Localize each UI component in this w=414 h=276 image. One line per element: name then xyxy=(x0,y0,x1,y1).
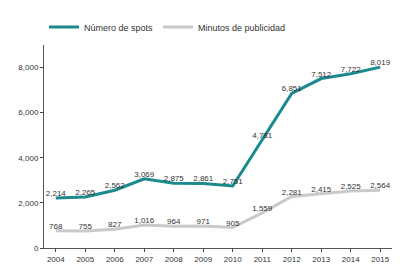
svg-text:2014: 2014 xyxy=(342,255,360,264)
svg-text:1,016: 1,016 xyxy=(134,216,155,225)
svg-text:2,214: 2,214 xyxy=(46,189,67,198)
svg-text:2,564: 2,564 xyxy=(370,181,391,190)
svg-text:2,751: 2,751 xyxy=(223,177,244,186)
svg-text:768: 768 xyxy=(49,222,63,231)
svg-text:4,000: 4,000 xyxy=(18,154,39,163)
svg-text:6,851: 6,851 xyxy=(282,84,303,93)
svg-text:2,281: 2,281 xyxy=(282,188,303,197)
svg-text:0: 0 xyxy=(34,244,39,253)
svg-text:2,861: 2,861 xyxy=(193,174,214,183)
svg-text:2006: 2006 xyxy=(106,255,124,264)
svg-text:2009: 2009 xyxy=(194,255,212,264)
svg-text:2008: 2008 xyxy=(165,255,183,264)
svg-text:8,019: 8,019 xyxy=(370,58,391,67)
svg-text:2007: 2007 xyxy=(135,255,153,264)
svg-text:6,000: 6,000 xyxy=(18,108,39,117)
svg-text:4,781: 4,781 xyxy=(252,131,273,140)
svg-text:2,875: 2,875 xyxy=(164,174,185,183)
svg-text:2015: 2015 xyxy=(371,255,389,264)
svg-text:2,562: 2,562 xyxy=(105,181,126,190)
svg-text:905: 905 xyxy=(226,219,240,228)
svg-text:8,000: 8,000 xyxy=(18,63,39,72)
svg-text:755: 755 xyxy=(79,222,93,231)
svg-text:2,525: 2,525 xyxy=(341,182,362,191)
svg-text:7,512: 7,512 xyxy=(311,70,332,79)
svg-text:7,722: 7,722 xyxy=(341,65,362,74)
svg-text:2013: 2013 xyxy=(312,255,330,264)
svg-text:Número de spots: Número de spots xyxy=(84,23,153,33)
svg-text:2012: 2012 xyxy=(283,255,301,264)
svg-text:2004: 2004 xyxy=(47,255,65,264)
svg-text:2005: 2005 xyxy=(76,255,94,264)
svg-text:2010: 2010 xyxy=(224,255,242,264)
svg-text:971: 971 xyxy=(197,217,211,226)
svg-text:2011: 2011 xyxy=(254,255,272,264)
svg-text:2,000: 2,000 xyxy=(18,199,39,208)
svg-text:3,069: 3,069 xyxy=(134,170,155,179)
svg-text:2,415: 2,415 xyxy=(311,185,332,194)
svg-text:1,559: 1,559 xyxy=(252,204,273,213)
svg-text:2,265: 2,265 xyxy=(75,188,96,197)
svg-text:Minutos de publicidad: Minutos de publicidad xyxy=(198,23,285,33)
svg-text:827: 827 xyxy=(108,220,122,229)
svg-text:964: 964 xyxy=(167,217,181,226)
